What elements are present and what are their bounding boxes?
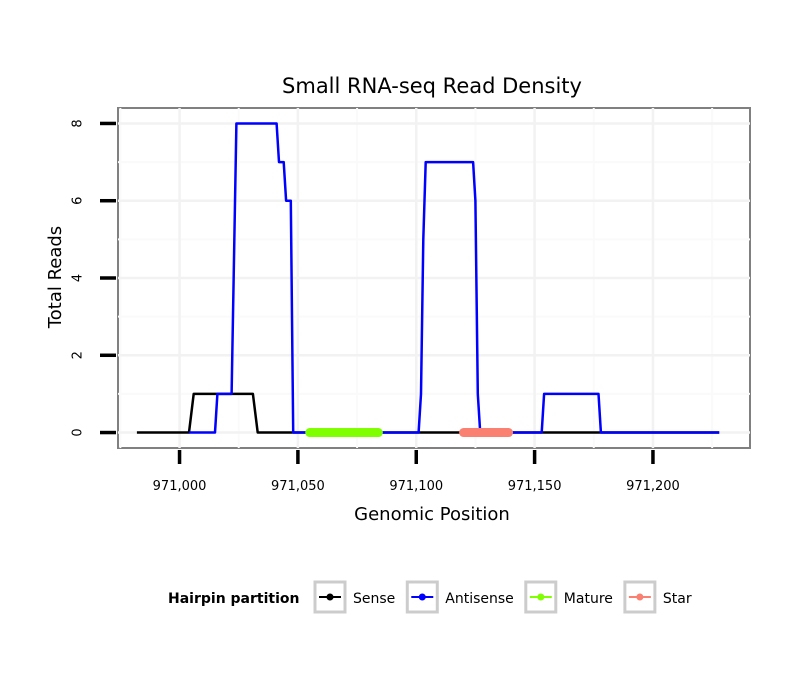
x-tick-label: 971,200: [626, 479, 680, 494]
y-tick-label: 8: [71, 119, 86, 127]
x-tick-label: 971,000: [153, 479, 207, 494]
y-tick-label: 0: [71, 428, 86, 436]
x-tick-label: 971,150: [508, 479, 562, 494]
chart-title: Small RNA-seq Read Density: [282, 74, 582, 98]
x-axis-label: Genomic Position: [354, 504, 510, 525]
legend-key-dot-star: [636, 593, 644, 601]
legend-item-sense: Sense: [313, 580, 395, 614]
series-layer: [136, 122, 720, 438]
axis-ticks: 971,000 971,050 971,100 971,150 971,200 0 2 4 6 8: [71, 119, 680, 494]
y-tick-label: 2: [71, 351, 86, 359]
legend-key-dot-antisense: [418, 593, 426, 601]
legend-label-sense: Sense: [353, 591, 395, 607]
legend: Hairpin partition Sense Antisense Mature St…: [168, 580, 692, 614]
x-tick-label: 971,050: [271, 479, 325, 494]
y-tick-label: 4: [71, 274, 86, 282]
legend-key-dot-sense: [326, 593, 334, 601]
y-axis-label: Total Reads: [45, 226, 66, 329]
x-tick-label: 971,100: [389, 479, 443, 494]
legend-label-mature: Mature: [564, 591, 613, 607]
antisense-line: [189, 122, 720, 434]
legend-label-star: Star: [663, 591, 692, 607]
legend-key-dot-mature: [537, 593, 545, 601]
legend-label-antisense: Antisense: [445, 591, 514, 607]
legend-item-mature: Mature: [524, 580, 613, 614]
legend-item-star: Star: [623, 580, 692, 614]
legend-title: Hairpin partition: [168, 591, 299, 607]
legend-item-antisense: Antisense: [405, 580, 514, 614]
y-tick-label: 6: [71, 197, 86, 205]
